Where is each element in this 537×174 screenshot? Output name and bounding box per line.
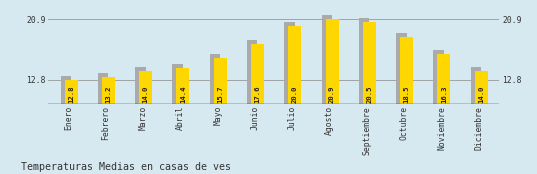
Bar	[322, 15, 332, 104]
Text: 18.5: 18.5	[404, 86, 410, 103]
Text: 17.6: 17.6	[255, 86, 260, 103]
Bar	[288, 26, 301, 104]
Bar	[61, 76, 71, 104]
Bar	[400, 37, 413, 104]
Bar	[325, 19, 338, 104]
Text: 14.4: 14.4	[180, 86, 186, 103]
Text: 14.0: 14.0	[143, 86, 149, 103]
Bar	[396, 33, 407, 104]
Text: 20.0: 20.0	[292, 86, 297, 103]
Bar	[172, 64, 183, 104]
Text: 14.0: 14.0	[478, 86, 484, 103]
Text: 13.2: 13.2	[105, 86, 111, 103]
Bar	[64, 80, 77, 104]
Bar	[176, 68, 190, 104]
Bar	[247, 40, 257, 104]
Text: 20.9: 20.9	[329, 86, 335, 103]
Text: 20.5: 20.5	[366, 86, 372, 103]
Bar	[433, 50, 444, 104]
Bar	[102, 77, 115, 104]
Text: 12.8: 12.8	[68, 86, 74, 103]
Bar	[210, 54, 220, 104]
Text: Temperaturas Medias en casas de ves: Temperaturas Medias en casas de ves	[21, 162, 231, 172]
Bar	[475, 71, 488, 104]
Bar	[135, 67, 146, 104]
Bar	[251, 44, 264, 104]
Bar	[284, 22, 295, 104]
Bar	[471, 67, 481, 104]
Bar	[214, 58, 227, 104]
Bar	[359, 18, 369, 104]
Text: 16.3: 16.3	[441, 86, 447, 103]
Bar	[363, 22, 376, 104]
Bar	[139, 71, 152, 104]
Bar	[98, 73, 108, 104]
Text: 15.7: 15.7	[217, 86, 223, 103]
Bar	[437, 54, 451, 104]
